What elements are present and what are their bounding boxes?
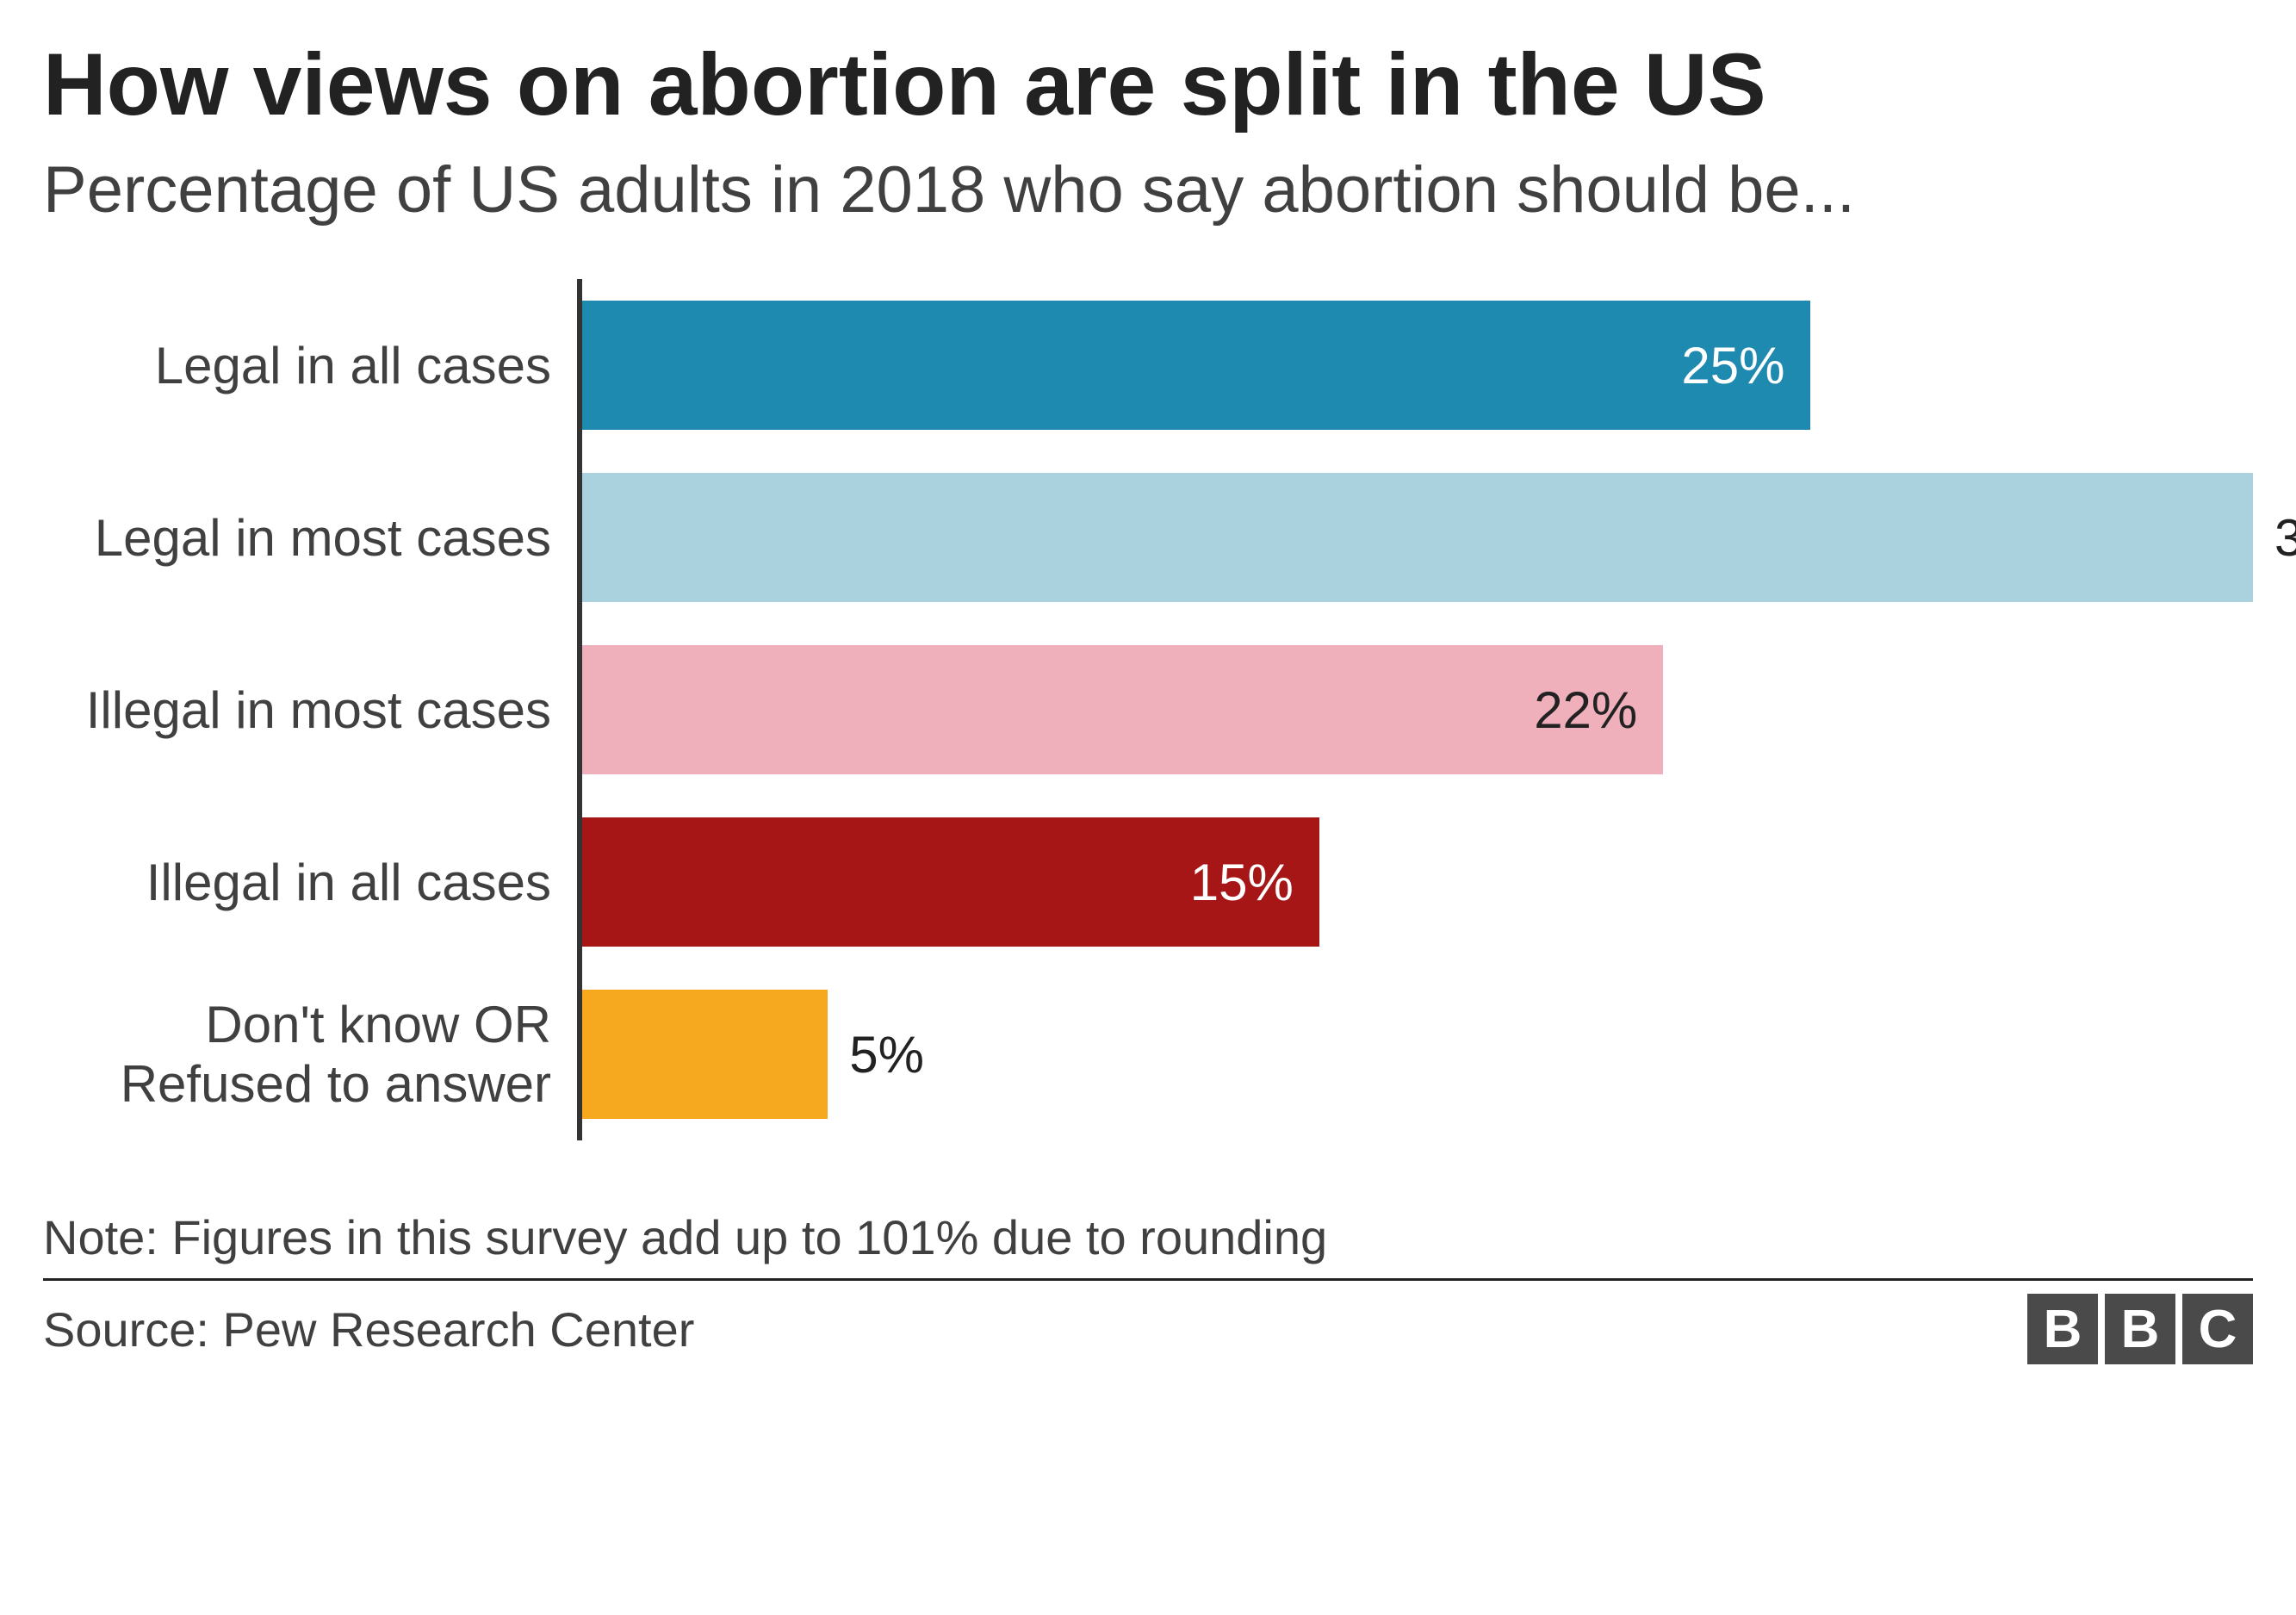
bar-label: Don't know ORRefused to answer bbox=[43, 968, 577, 1140]
logo-letter: B bbox=[2105, 1294, 2175, 1364]
bar-row: 25% bbox=[582, 279, 2253, 451]
bar-row: 22% bbox=[582, 624, 2253, 796]
source-text: Source: Pew Research Center bbox=[43, 1301, 694, 1357]
bar-label: Legal in most cases bbox=[43, 451, 577, 624]
bar-value: 15% bbox=[1190, 853, 1294, 912]
bar-value: 22% bbox=[1534, 680, 1637, 740]
bar-label: Illegal in all cases bbox=[43, 796, 577, 968]
bar: 22% bbox=[582, 645, 1663, 774]
bar-label: Illegal in most cases bbox=[43, 624, 577, 796]
bar: 5% bbox=[582, 990, 828, 1119]
bar-value: 34% bbox=[2274, 508, 2296, 568]
bar-row: 5% bbox=[582, 968, 2253, 1140]
bar-value: 25% bbox=[1681, 336, 1784, 395]
bar-row: 34% bbox=[582, 451, 2253, 624]
bar-label: Legal in all cases bbox=[43, 279, 577, 451]
chart-title: How views on abortion are split in the U… bbox=[43, 34, 2253, 135]
logo-letter: B bbox=[2027, 1294, 2098, 1364]
bar-value: 5% bbox=[849, 1025, 924, 1084]
bars-column: 25% 34% 22% 15% 5% bbox=[577, 279, 2253, 1140]
bar: 25% bbox=[582, 301, 1810, 430]
bar-row: 15% bbox=[582, 796, 2253, 968]
bbc-logo: BBC bbox=[2027, 1294, 2253, 1364]
chart-note: Note: Figures in this survey add up to 1… bbox=[43, 1209, 2253, 1265]
bar: 34% bbox=[582, 473, 2253, 602]
bar: 15% bbox=[582, 817, 1319, 947]
logo-letter: C bbox=[2182, 1294, 2253, 1364]
labels-column: Legal in all casesLegal in most casesIll… bbox=[43, 279, 577, 1140]
chart-subtitle: Percentage of US adults in 2018 who say … bbox=[43, 152, 2253, 227]
chart-area: Legal in all casesLegal in most casesIll… bbox=[43, 279, 2253, 1140]
footer: Source: Pew Research Center BBC bbox=[43, 1278, 2253, 1364]
